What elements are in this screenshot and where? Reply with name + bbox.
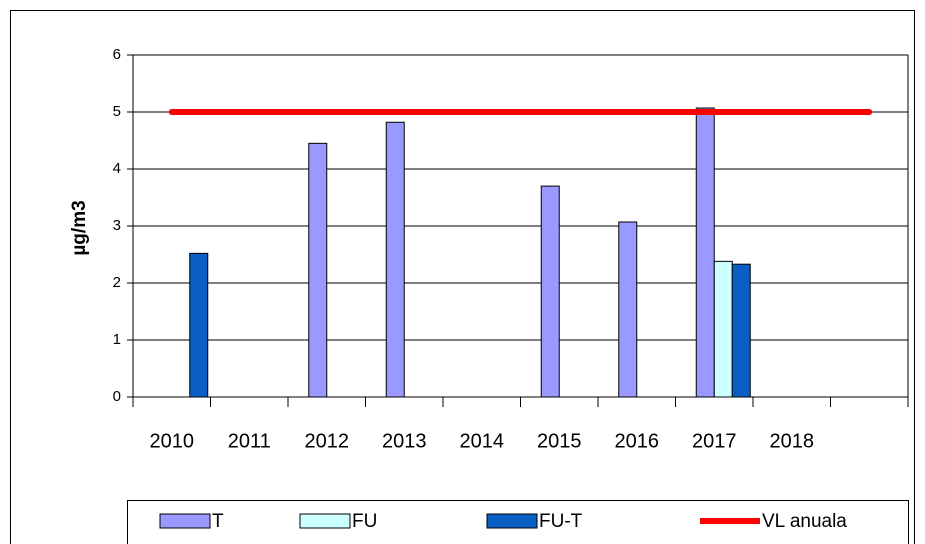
- legend-label: T: [212, 511, 224, 532]
- bar: [540, 185, 560, 398]
- legend-label: VL anuala: [762, 511, 847, 532]
- y-tick-label: 6: [113, 46, 121, 63]
- x-tick-label: 2018: [770, 430, 815, 452]
- legend-swatch: [486, 513, 538, 529]
- x-tick-label: 2011: [228, 430, 271, 452]
- bar: [618, 221, 638, 398]
- bar: [713, 260, 733, 398]
- x-tick-label: 2014: [460, 430, 505, 452]
- x-tick-label: 2015: [537, 430, 582, 452]
- bar: [731, 263, 751, 398]
- bar: [385, 121, 405, 398]
- legend-swatch: [299, 513, 351, 529]
- bar: [695, 107, 715, 398]
- x-tick-label: 2013: [382, 430, 427, 452]
- legend-label: FU: [352, 511, 377, 532]
- legend-label: FU-T: [539, 511, 583, 532]
- y-tick-label: 1: [113, 331, 121, 348]
- y-axis-label: µg/m3: [69, 200, 90, 255]
- x-tick-label: 2017: [692, 430, 737, 452]
- y-tick-label: 5: [113, 103, 121, 120]
- y-tick-label: 4: [113, 160, 121, 177]
- y-tick-label: 0: [113, 388, 121, 405]
- y-tick-label: 2: [113, 274, 121, 291]
- legend-swatch: [159, 513, 211, 529]
- chart-border: [10, 10, 915, 544]
- bar: [189, 252, 209, 398]
- x-tick-label: 2012: [305, 430, 350, 452]
- y-tick-label: 3: [113, 217, 121, 234]
- x-tick-label: 2016: [615, 430, 660, 452]
- bar: [308, 142, 328, 398]
- x-tick-label: 2010: [150, 430, 195, 452]
